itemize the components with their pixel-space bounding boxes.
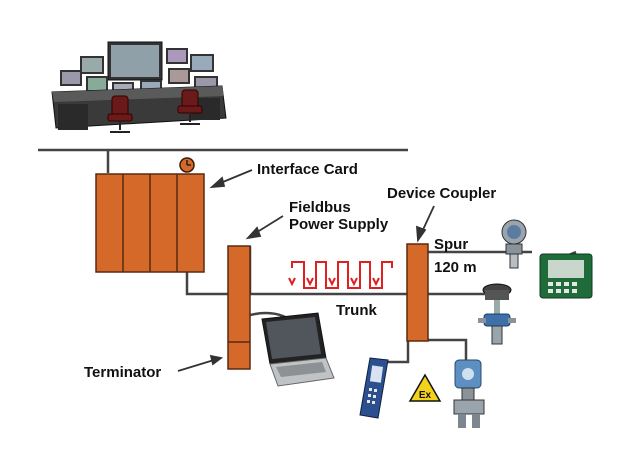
handheld-communicator-icon [359,357,389,419]
spur-length-label: 120 m [434,259,477,276]
explosion-proof-badge-icon: Ex [408,373,442,402]
power-supply-label-line2: Power Supply [289,216,389,233]
interface-card-label: Interface Card [257,161,358,178]
interface-card [95,173,205,273]
fieldbus-signal-waveform [288,261,393,289]
clock-icon [179,157,195,173]
spur-to-transmitter-2 [428,338,468,360]
pressure-transmitter-icon [453,359,485,428]
card-to-power-supply [185,270,228,296]
operator-console-icon [51,41,227,133]
spur-to-handheld [385,340,410,364]
label-arrows [177,169,435,372]
control-valve-icon [478,283,516,345]
trunk-label: Trunk [336,302,377,319]
spur-label: Spur [434,236,469,253]
power-supply-label-line1: Fieldbus [289,199,351,216]
device-coupler-label: Device Coupler [387,185,497,202]
laptop-icon [261,312,335,387]
field-calibrator-icon [539,253,593,299]
pressure-transmitter-icon [501,219,527,269]
terminator-label: Terminator [84,364,162,381]
device-coupler [406,243,429,342]
ex-badge-label: Ex [419,390,432,401]
fieldbus-power-supply [227,245,251,370]
